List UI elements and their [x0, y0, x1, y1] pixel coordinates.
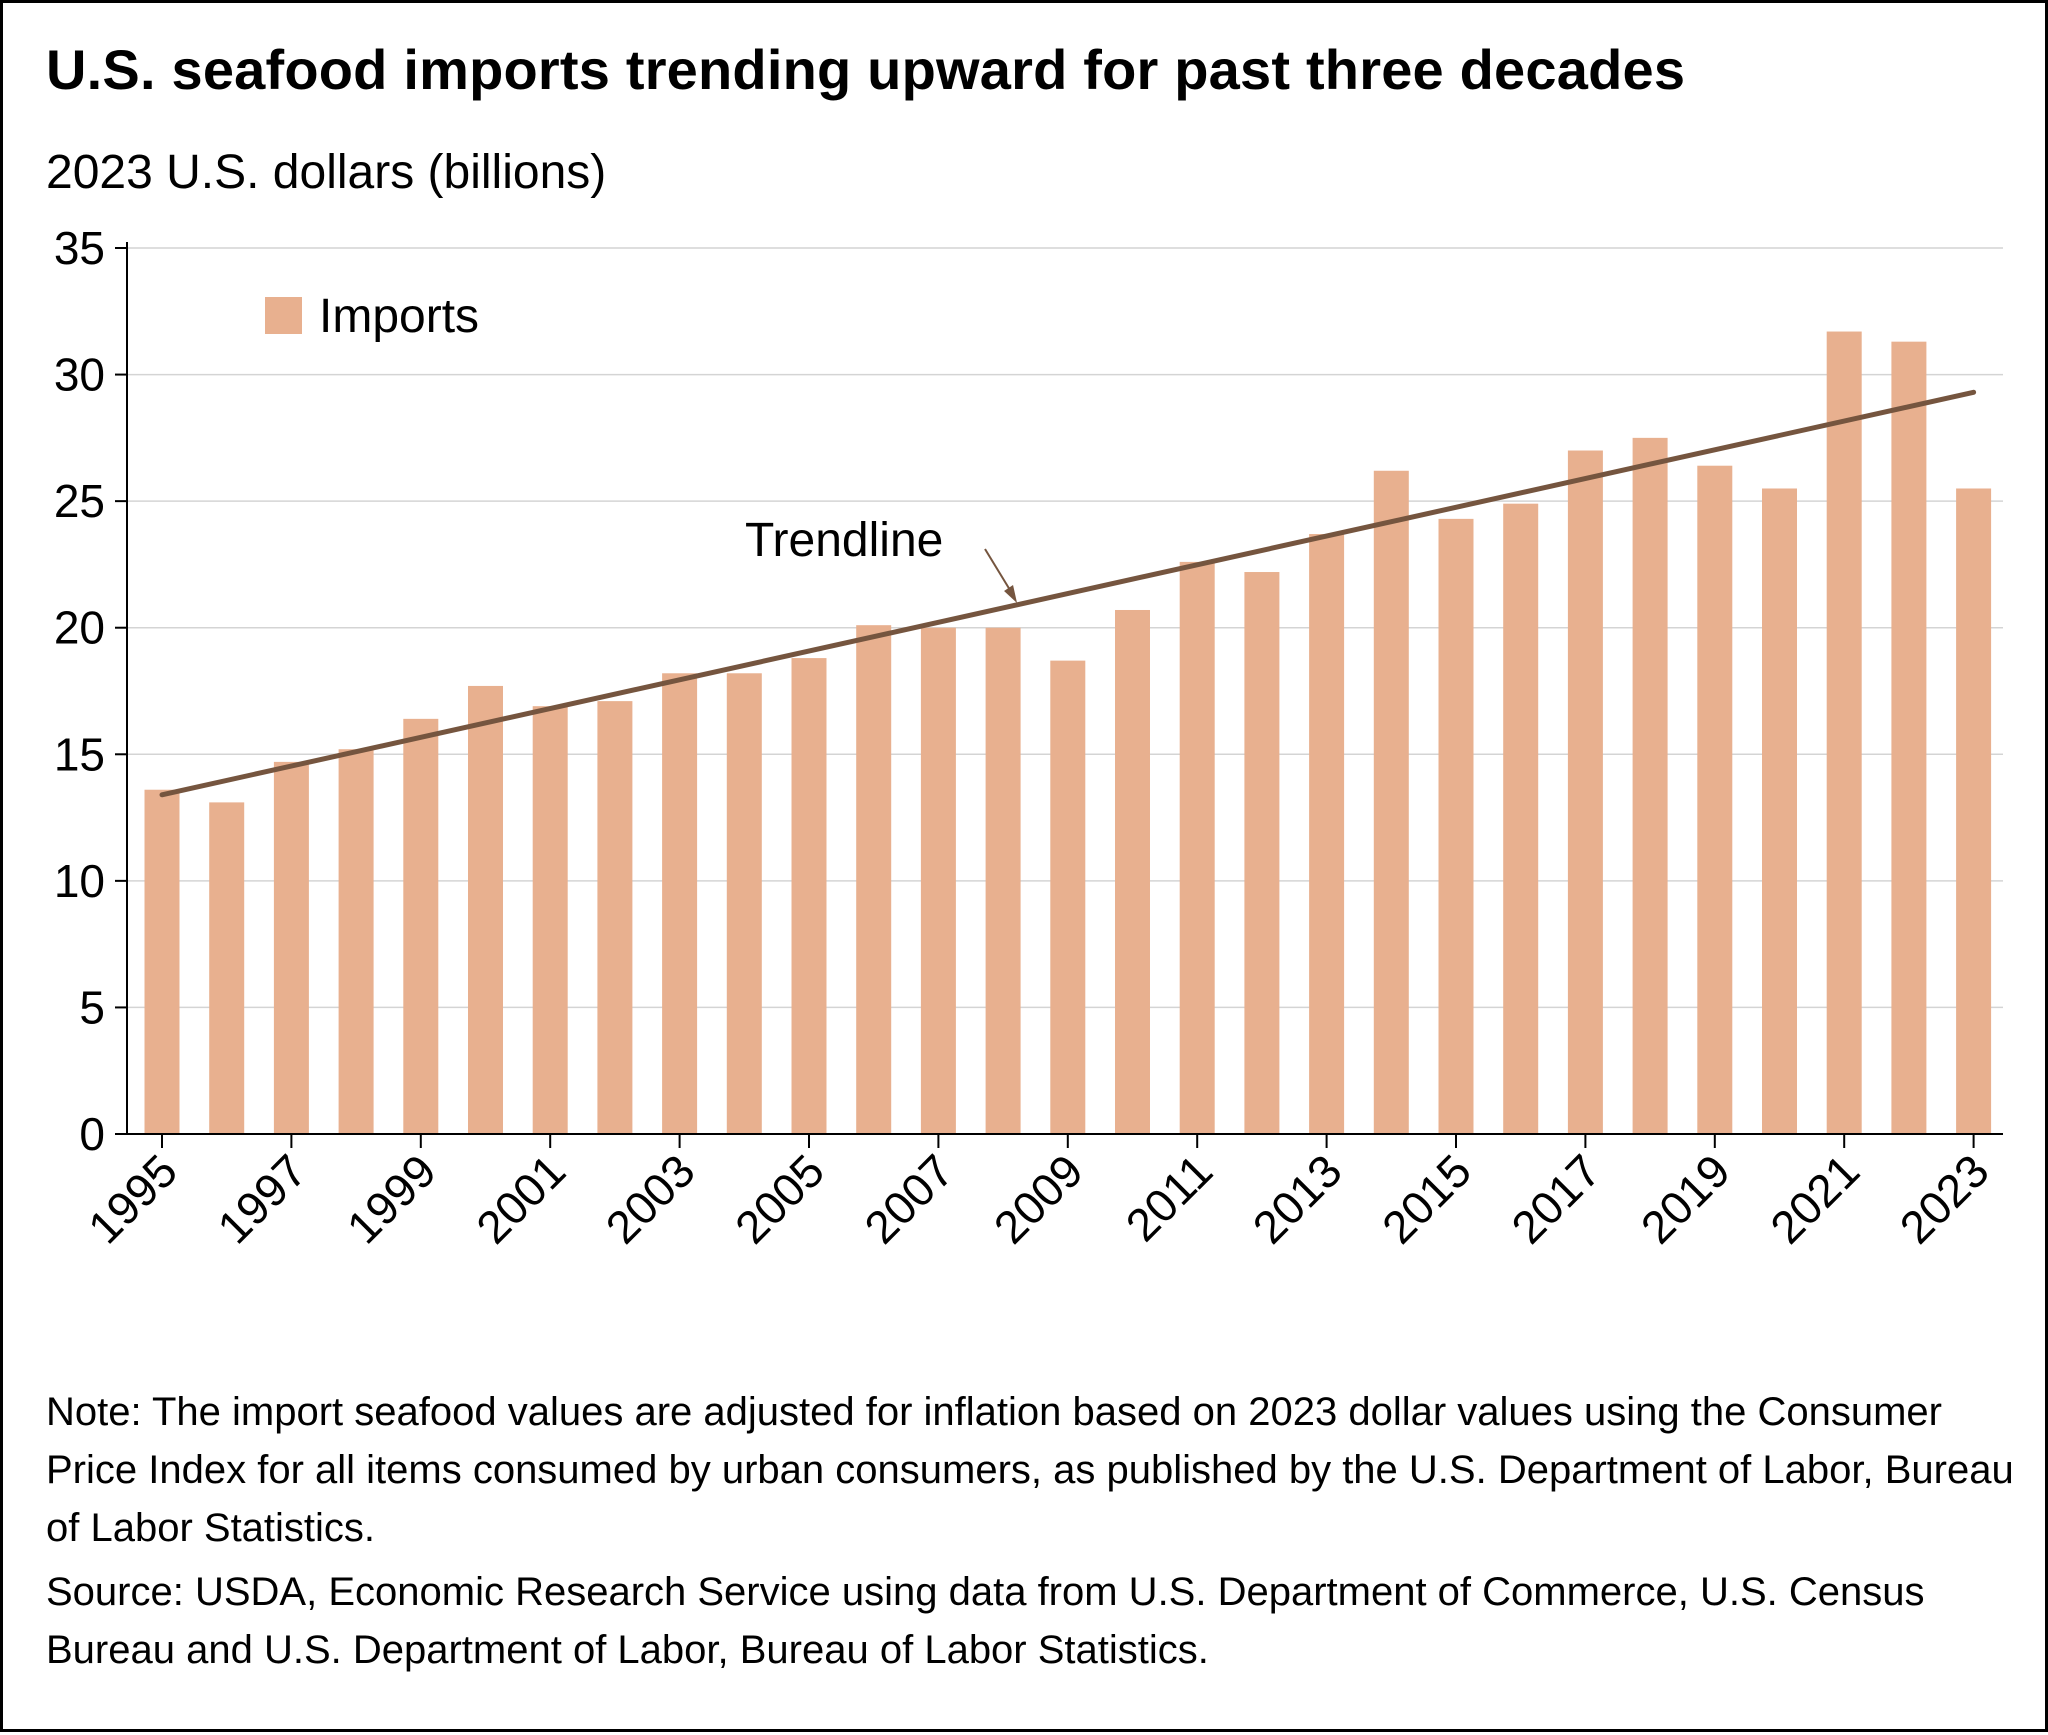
- y-tick-label: 25: [54, 475, 105, 527]
- x-tick-label: 2015: [1372, 1144, 1481, 1253]
- bar-2009: [1050, 660, 1086, 1134]
- x-tick-label: 2009: [984, 1144, 1093, 1253]
- bar-2013: [1309, 534, 1345, 1134]
- x-tick-label: 2017: [1501, 1144, 1610, 1253]
- bar-2020: [1762, 488, 1797, 1134]
- y-tick-label: 15: [54, 728, 105, 780]
- bar-1998: [338, 749, 374, 1134]
- bar-2012: [1244, 572, 1280, 1134]
- y-tick-label: 0: [79, 1108, 105, 1160]
- bar-2022: [1891, 341, 1927, 1135]
- x-tick-label: 2023: [1890, 1144, 1999, 1253]
- y-axis-label: 2023 U.S. dollars (billions): [46, 146, 607, 199]
- x-tick-label: 1997: [207, 1144, 316, 1253]
- x-tick-label: 1995: [78, 1144, 187, 1253]
- trendline-annotation: Trendline: [745, 514, 943, 567]
- bar-1995: [144, 789, 180, 1134]
- y-tick-label: 35: [54, 222, 105, 274]
- bar-2006: [856, 625, 892, 1134]
- bar-2008: [985, 627, 1021, 1134]
- x-tick-label: 2003: [596, 1144, 705, 1253]
- x-tick-label: 2007: [854, 1144, 963, 1253]
- bar-2017: [1567, 450, 1603, 1134]
- bar-2005: [791, 658, 827, 1134]
- bar-1996: [209, 802, 245, 1134]
- bar-2002: [597, 701, 633, 1134]
- x-tick-label: 2021: [1760, 1144, 1869, 1253]
- legend-swatch: [265, 297, 302, 334]
- bar-2010: [1115, 609, 1150, 1134]
- bar-2018: [1632, 437, 1668, 1134]
- legend-label: Imports: [319, 290, 479, 343]
- annotation-arrowhead: [1004, 585, 1018, 604]
- x-tick-label: 1999: [337, 1144, 446, 1253]
- y-tick-label: 20: [54, 602, 105, 654]
- bar-2019: [1697, 465, 1733, 1134]
- bar-2007: [920, 627, 956, 1134]
- annotation-pointer: [984, 548, 1014, 596]
- chart-note: Note: The import seafood values are adju…: [46, 1390, 2014, 1550]
- bar-2000: [468, 685, 503, 1134]
- x-tick-label: 2013: [1243, 1144, 1352, 1253]
- bar-2003: [662, 673, 698, 1134]
- bar-2001: [532, 706, 568, 1134]
- chart-source: Source: USDA, Economic Research Service …: [46, 1570, 1925, 1672]
- y-tick-label: 5: [79, 981, 105, 1033]
- bar-2016: [1503, 503, 1539, 1134]
- x-tick-label: 2001: [466, 1144, 575, 1253]
- bar-2014: [1373, 470, 1409, 1134]
- bar-2011: [1179, 561, 1215, 1134]
- bar-2015: [1438, 518, 1474, 1134]
- bar-2004: [726, 673, 762, 1134]
- x-tick-label: 2011: [1116, 1144, 1223, 1251]
- bar-2021: [1826, 331, 1862, 1135]
- y-tick-label: 30: [54, 349, 105, 401]
- x-tick-label: 2005: [725, 1144, 834, 1253]
- trendline: [159, 389, 1977, 798]
- bar-1999: [403, 718, 439, 1134]
- bar-2023: [1956, 488, 1992, 1134]
- bar-1997: [273, 761, 309, 1134]
- chart-title: U.S. seafood imports trending upward for…: [46, 38, 1686, 101]
- x-tick-label: 2019: [1631, 1144, 1740, 1253]
- y-tick-label: 10: [54, 855, 105, 907]
